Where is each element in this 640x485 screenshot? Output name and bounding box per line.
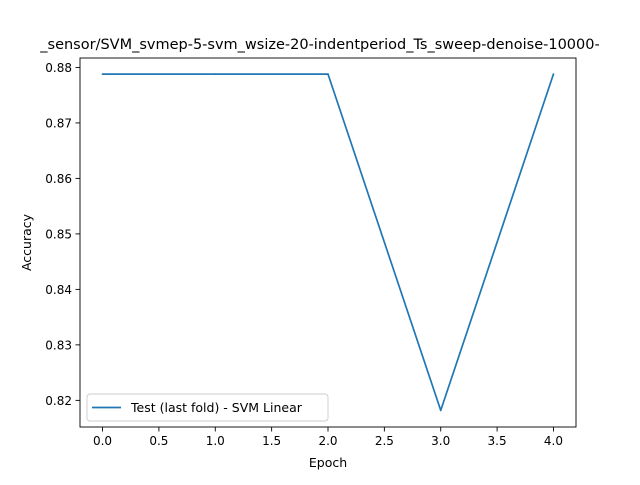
x-tick-label: 1.0	[206, 434, 225, 448]
y-axis: 0.82 0.83 0.84 0.85 0.86 0.87 0.88	[45, 61, 80, 408]
data-point	[439, 409, 442, 412]
plot-area	[101, 73, 555, 412]
data-point	[214, 73, 217, 75]
x-tick-label: 1.5	[262, 434, 281, 448]
y-tick-label: 0.86	[45, 172, 72, 186]
x-tick-label: 2.0	[318, 434, 337, 448]
legend: Test (last fold) - SVM Linear	[86, 393, 329, 422]
x-axis: 0.0 0.5 1.0 1.5 2.0 2.5 3.0 3.5 4.0	[93, 427, 563, 448]
y-tick-label: 0.83	[45, 338, 72, 352]
x-axis-label: Epoch	[309, 455, 347, 470]
series-line-0	[102, 73, 555, 412]
y-tick-label: 0.88	[45, 61, 72, 75]
x-tick-label: 4.0	[544, 434, 563, 448]
y-tick-label: 0.87	[45, 116, 72, 130]
y-tick-label: 0.85	[45, 227, 72, 241]
x-tick-label: 0.0	[93, 434, 112, 448]
legend-frame	[86, 393, 329, 422]
legend-label: Test (last fold) - SVM Linear	[130, 400, 303, 415]
data-point	[552, 73, 555, 75]
data-point	[101, 73, 104, 75]
x-tick-label: 3.0	[431, 434, 450, 448]
y-tick-label: 0.84	[45, 283, 72, 297]
data-point	[327, 73, 329, 75]
x-tick-label: 0.5	[149, 434, 168, 448]
y-tick-label: 0.82	[45, 394, 72, 408]
chart-title: _sensor/SVM_svmep-5-svm_wsize-20-indentp…	[39, 37, 599, 53]
x-tick-label: 2.5	[375, 434, 394, 448]
axes-frame	[79, 57, 577, 428]
y-axis-label: Accuracy	[19, 213, 34, 271]
x-tick-label: 3.5	[488, 434, 507, 448]
